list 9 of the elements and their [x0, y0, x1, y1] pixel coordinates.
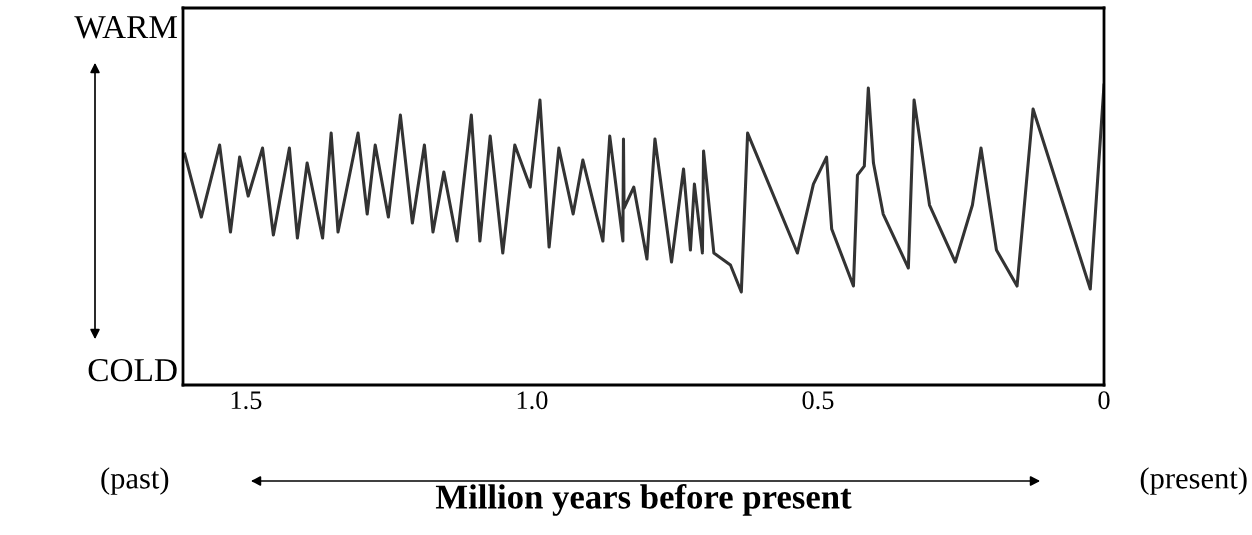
text: (past)	[101, 467, 169, 495]
x-tick-label: 1.0	[517, 391, 548, 410]
x-tick-label: 0.5	[802, 391, 834, 410]
text: COLD	[88, 358, 177, 382]
x-tick-label: 1.5	[231, 391, 262, 410]
x-tick-label: 0	[1098, 391, 1110, 410]
text: WARM	[74, 16, 178, 39]
text: (present)	[1140, 467, 1247, 495]
x-axis-title: Million years before present	[435, 483, 852, 516]
